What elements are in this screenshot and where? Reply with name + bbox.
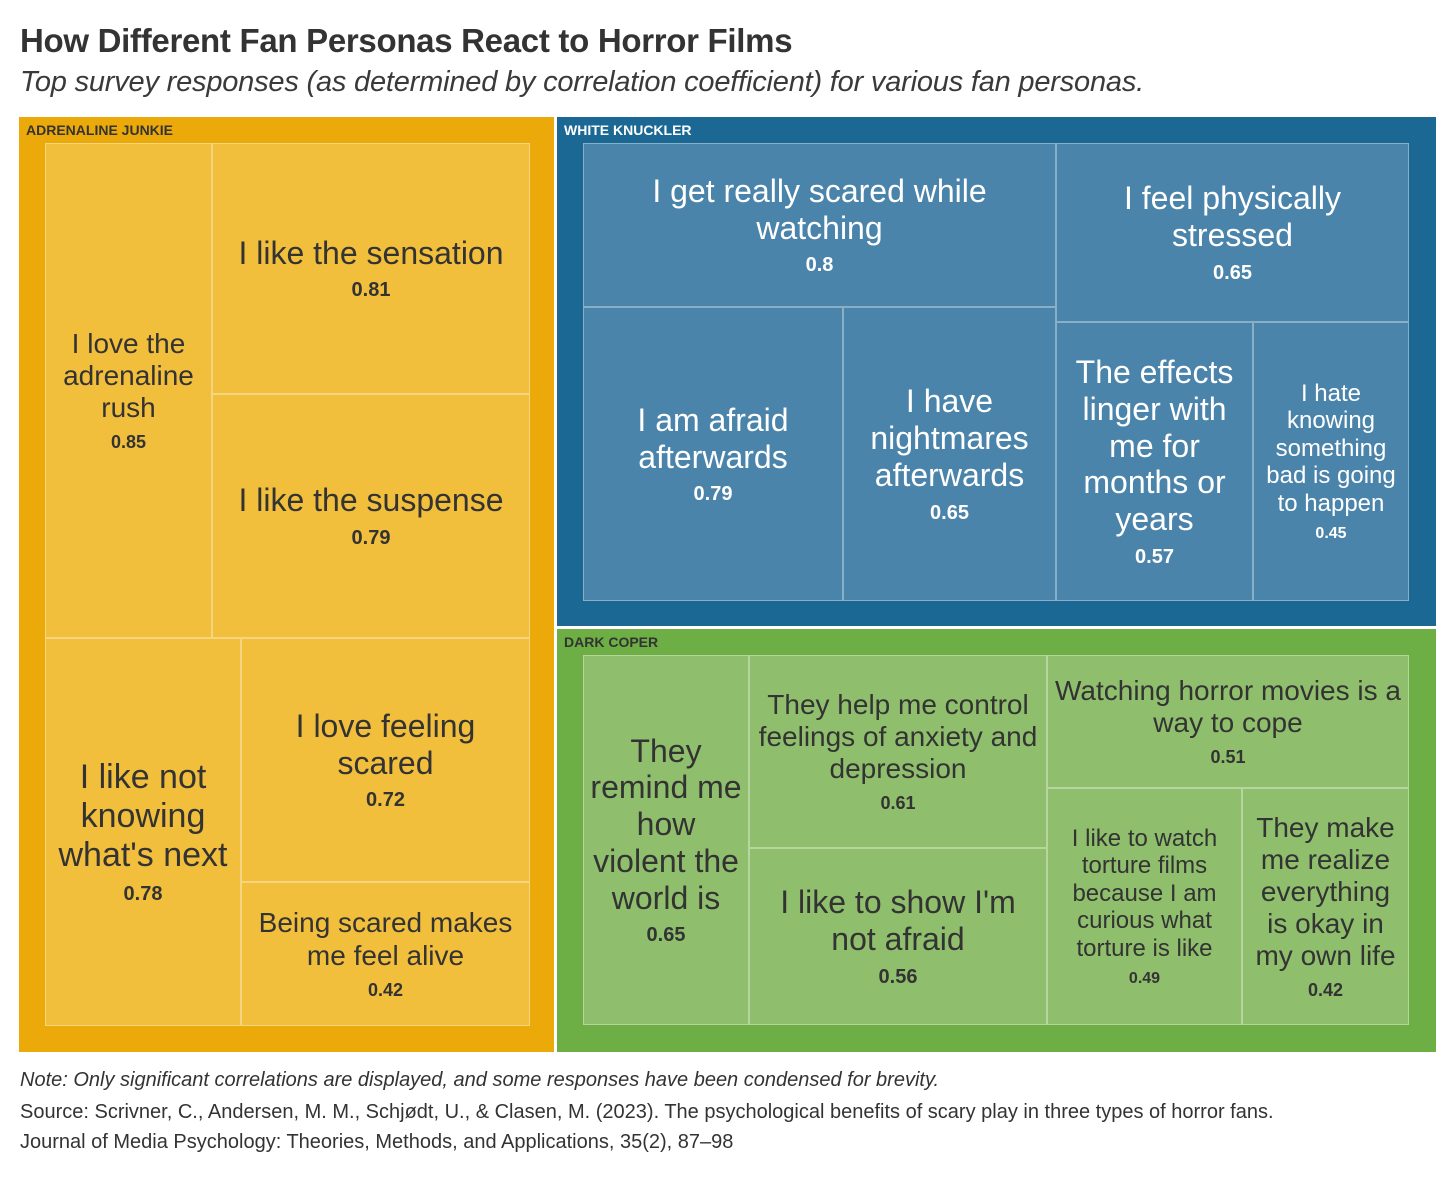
tile-label: I get really scared while watching	[652, 172, 987, 246]
tile-label: I hate knowing something bad is going to…	[1266, 379, 1396, 517]
tile-i-have-nightmares-afterwards: I have nightmares afterwards 0.65	[843, 307, 1056, 601]
group-dark-coper: DARK COPER	[557, 629, 1436, 1052]
tile-value: 0.81	[351, 279, 391, 302]
source-line-2: Journal of Media Psychology: Theories, M…	[20, 1131, 734, 1153]
tile-they-remind-me-how-violent-the-world-is: They remind me how violent the world is 0…	[583, 655, 749, 1025]
tile-value: 0.79	[351, 526, 391, 549]
group-label: WHITE KNUCKLER	[564, 122, 692, 138]
tile-i-like-the-sensation: I like the sensation 0.81	[212, 143, 530, 394]
tile-label: I like to show I'm not afraid	[780, 884, 1016, 957]
tile-value: 0.61	[880, 793, 916, 814]
group-label: DARK COPER	[564, 634, 659, 650]
tile-i-feel-physically-stressed: I feel physically stressed 0.65	[1056, 143, 1409, 322]
tile-value: 0.42	[367, 979, 404, 1000]
tile-watching-horror-movies-is-a-way-to-cope: Watching horror movies is a way to cope 0…	[1047, 655, 1409, 788]
tile-label: Watching horror movies is a way to cope	[1055, 674, 1401, 738]
tile-label: I love feeling scared	[295, 707, 476, 781]
tile-value: 0.8	[805, 254, 834, 277]
tile-value: 0.65	[930, 501, 969, 524]
tile-i-hate-knowing-something-bad-is-going-to: I hate knowing something bad is going to…	[1253, 322, 1409, 601]
tile-label: The effects linger with me for months or…	[1075, 354, 1234, 538]
group-adrenaline-junkie: ADRENALINE JUNKIE	[19, 117, 554, 1052]
tile-the-effects-linger-with-me-for-months-or: The effects linger with me for months or…	[1056, 322, 1253, 601]
tile-label: I am afraid afterwards	[637, 401, 789, 475]
tile-value: 0.79	[693, 483, 733, 506]
tile-label: I like to watch torture films because I …	[1071, 824, 1218, 962]
tile-i-love-the-adrenaline-rush: I love the adrenaline rush 0.85	[45, 143, 212, 638]
chart-subtitle: Top survey responses (as determined by c…	[20, 66, 1144, 98]
tile-value: 0.65	[646, 924, 686, 947]
tile-value: 0.56	[878, 965, 918, 988]
tile-being-scared-makes-me-feel-alive: Being scared makes me feel alive 0.42	[241, 882, 530, 1026]
tile-value: 0.72	[366, 789, 405, 812]
tile-value: 0.65	[1213, 261, 1252, 284]
tile-value: 0.42	[1307, 980, 1344, 1001]
chart-note: Note: Only significant correlations are …	[20, 1069, 940, 1091]
tile-i-like-to-show-i-m-not-afraid: I like to show I'm not afraid 0.56	[749, 848, 1047, 1025]
tile-they-help-me-control-feelings-of-anxiety: They help me control feelings of anxiety…	[749, 655, 1047, 848]
tile-label: I like the sensation	[238, 234, 504, 271]
tile-label: I like not knowing what's next	[58, 757, 228, 875]
tile-i-like-the-suspense: I like the suspense 0.79	[212, 394, 530, 638]
tile-value: 0.49	[1128, 970, 1161, 988]
tile-i-get-really-scared-while-watching: I get really scared while watching 0.8	[583, 143, 1056, 307]
tile-they-make-me-realize-everything-is-okay-: They make me realize everything is okay …	[1242, 788, 1409, 1025]
tile-i-like-to-watch-torture-films-because-i-: I like to watch torture films because I …	[1047, 788, 1242, 1025]
tile-value: 0.45	[1315, 525, 1347, 543]
tile-label: Being scared makes me feel alive	[258, 907, 513, 971]
tile-value: 0.51	[1210, 747, 1246, 768]
tile-label: I have nightmares afterwards	[870, 383, 1029, 493]
tile-label: They help me control feelings of anxiety…	[758, 688, 1038, 785]
group-label: ADRENALINE JUNKIE	[26, 122, 174, 138]
tile-label: I love the adrenaline rush	[63, 327, 194, 424]
tile-label: They make me realize everything is okay …	[1255, 811, 1396, 972]
tile-i-love-feeling-scared: I love feeling scared 0.72	[241, 638, 530, 882]
chart-title: How Different Fan Personas React to Horr…	[20, 22, 793, 59]
tile-value: 0.57	[1135, 545, 1174, 568]
tile-i-am-afraid-afterwards: I am afraid afterwards 0.79	[583, 307, 843, 601]
tile-value: 0.85	[110, 432, 147, 453]
tile-value: 0.78	[123, 883, 163, 906]
source-line-1: Source: Scrivner, C., Andersen, M. M., S…	[20, 1101, 1274, 1123]
tile-label: I feel physically stressed	[1124, 180, 1341, 253]
group-white-knuckler: WHITE KNUCKLER	[557, 117, 1436, 626]
tile-i-like-not-knowing-what-s-next: I like not knowing what's next 0.78	[45, 638, 241, 1026]
tile-label: I like the suspense	[238, 482, 504, 519]
tile-label: They remind me how violent the world is	[590, 732, 742, 916]
